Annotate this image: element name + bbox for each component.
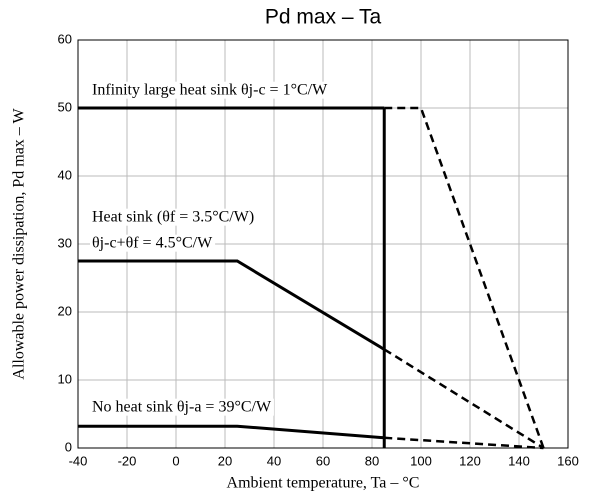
annotation-bg [90,81,331,99]
y-tick-label: 40 [58,167,72,182]
annotation-bg [90,208,257,226]
annotation: No heat sink θj-a = 39°C/W [92,399,272,416]
x-tick-label: 0 [172,453,179,468]
x-tick-label: 140 [508,453,530,468]
x-tick-label: 100 [410,453,432,468]
y-tick-label: 20 [58,303,72,318]
series-line [78,424,385,440]
x-tick-label: 40 [267,453,281,468]
annotation-bg [90,234,216,252]
chart-title: Pd max – Ta [265,6,382,29]
series-line [78,259,386,351]
series-line [384,436,544,450]
annotation-bg [90,398,274,416]
y-tick-label: 50 [58,99,72,114]
x-tick-label: -20 [118,453,137,468]
x-tick-label: 60 [316,453,330,468]
series-line [384,106,545,449]
x-axis-label: Ambient temperature, Ta – °C [227,475,420,492]
y-axis-label: Allowable power dissipation, Pd max – W [11,107,28,379]
x-tick-label: 120 [459,453,481,468]
x-tick-label: 160 [557,453,579,468]
y-tick-label: 10 [58,371,72,386]
annotation: θj-c+θf = 4.5°C/W [92,235,213,252]
series-line [383,348,545,450]
annotation: Infinity large heat sink θj-c = 1°C/W [92,82,328,99]
plot-frame [77,39,569,449]
y-tick-label: 0 [65,439,72,454]
x-tick-label: 20 [218,453,232,468]
x-tick-label: 80 [365,453,379,468]
y-tick-label: 60 [58,31,72,46]
y-tick-label: 30 [58,235,72,250]
x-tick-label: -40 [69,453,88,468]
annotation: Heat sink (θf = 3.5°C/W) [92,209,254,226]
